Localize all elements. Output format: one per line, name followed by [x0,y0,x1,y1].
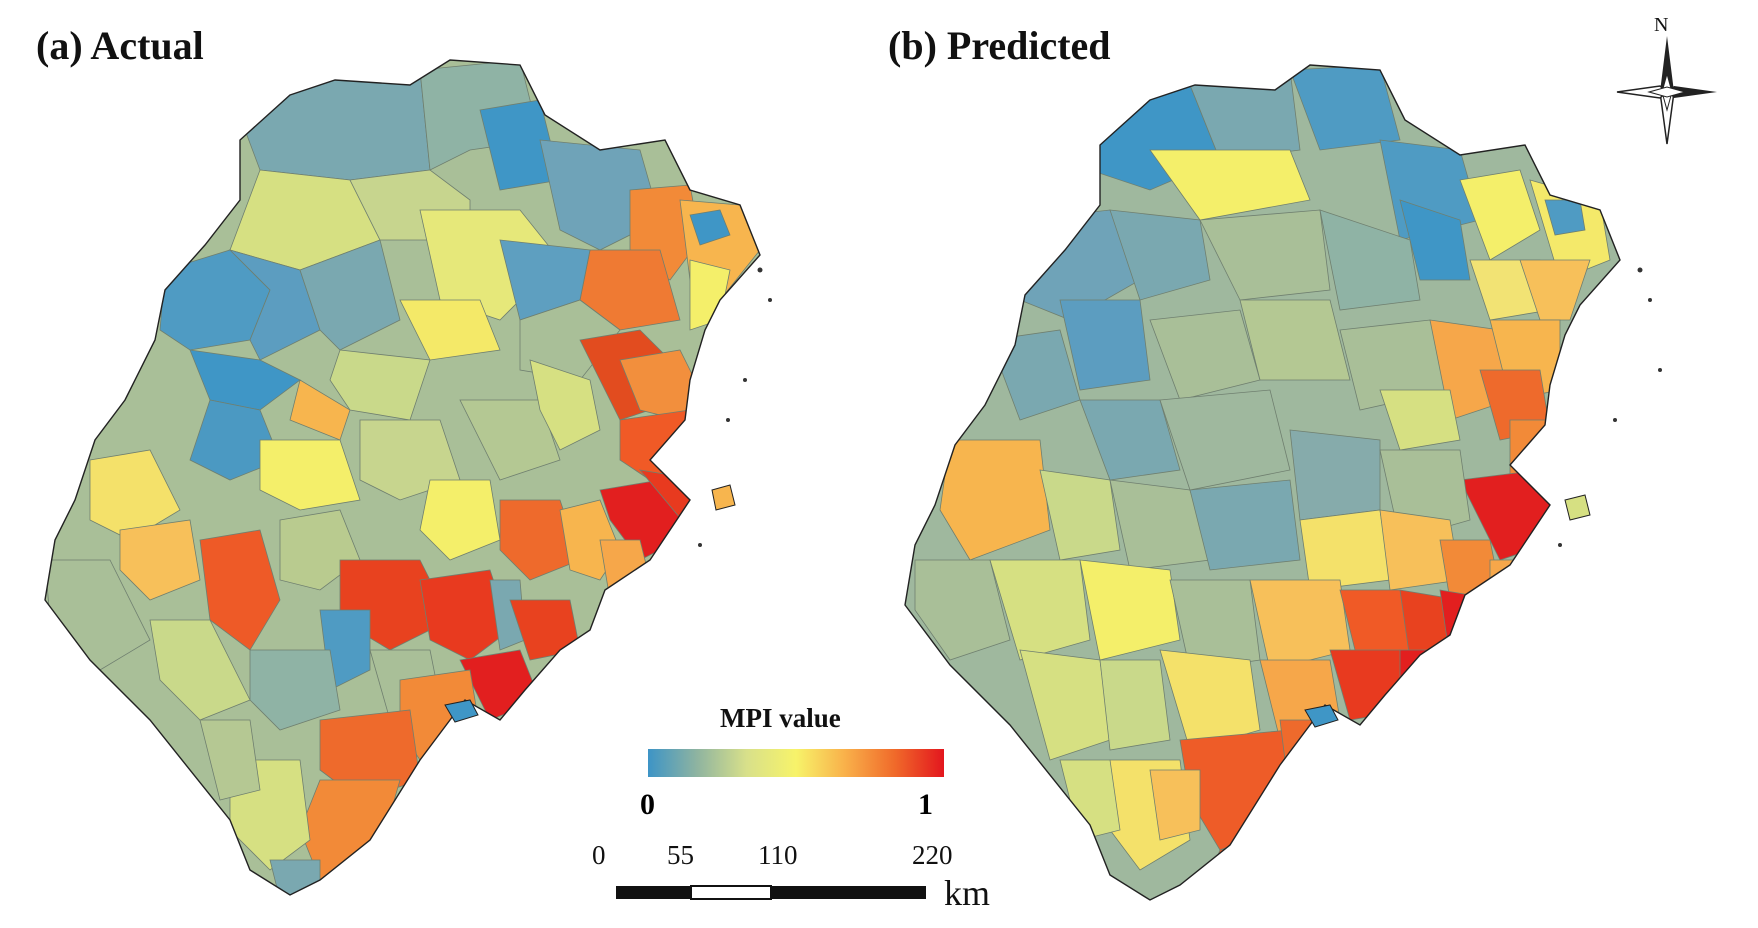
panel-a-title: (a) Actual [36,23,204,68]
scale-tick-110: 110 [758,840,798,870]
legend-max-label: 1 [918,788,933,821]
panel-b-title: (b) Predicted [888,23,1111,68]
scale-tick-220: 220 [912,840,953,870]
map-predicted [905,65,1620,900]
scale-unit: km [944,873,991,913]
map-actual [45,60,760,895]
legend-colorbar [648,749,944,777]
scale-tick-55: 55 [667,840,694,870]
scale-tick-0: 0 [592,840,606,870]
north-label: N [1654,14,1669,36]
map-actual-islands [444,267,772,723]
map-actual-outline [44,59,761,896]
legend-min-label: 0 [640,788,655,821]
scale-bar [616,885,926,900]
north-arrow-icon [1616,36,1717,145]
legend-title: MPI value [720,703,841,733]
map-predicted-islands [1304,267,1662,728]
map-predicted-outline [904,64,1621,901]
